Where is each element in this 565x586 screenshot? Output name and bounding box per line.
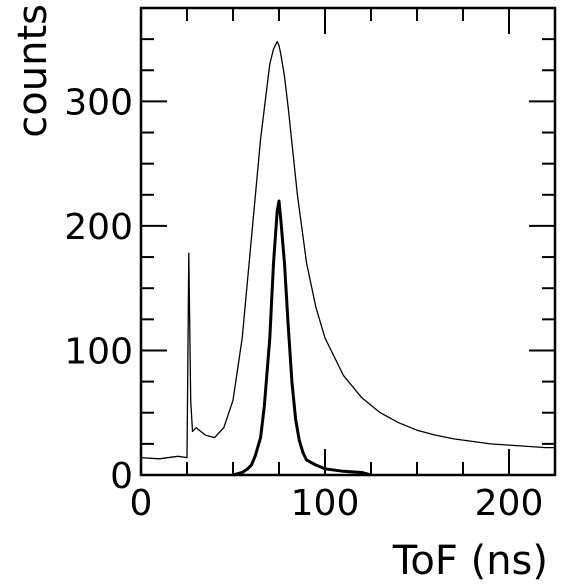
plot-frame bbox=[139, 6, 557, 477]
y-tick-label: 100 bbox=[64, 331, 133, 372]
series-thin-line bbox=[140, 40, 555, 460]
y-tick-label: 300 bbox=[64, 82, 133, 123]
y-tick-label: 200 bbox=[64, 207, 133, 248]
y-axis-label: counts bbox=[10, 4, 56, 138]
tick-labels: 0 100 200 0 100 200 300 bbox=[64, 82, 543, 524]
x-axis-label: ToF (ns) bbox=[392, 538, 548, 584]
x-tick-label: 0 bbox=[130, 483, 153, 524]
x-tick-label: 100 bbox=[291, 483, 360, 524]
y-tick-label: 0 bbox=[110, 456, 133, 497]
series-layer bbox=[140, 40, 555, 477]
series-thick-line bbox=[232, 199, 372, 477]
axis-ticks bbox=[140, 8, 555, 476]
x-tick-label: 200 bbox=[475, 483, 544, 524]
